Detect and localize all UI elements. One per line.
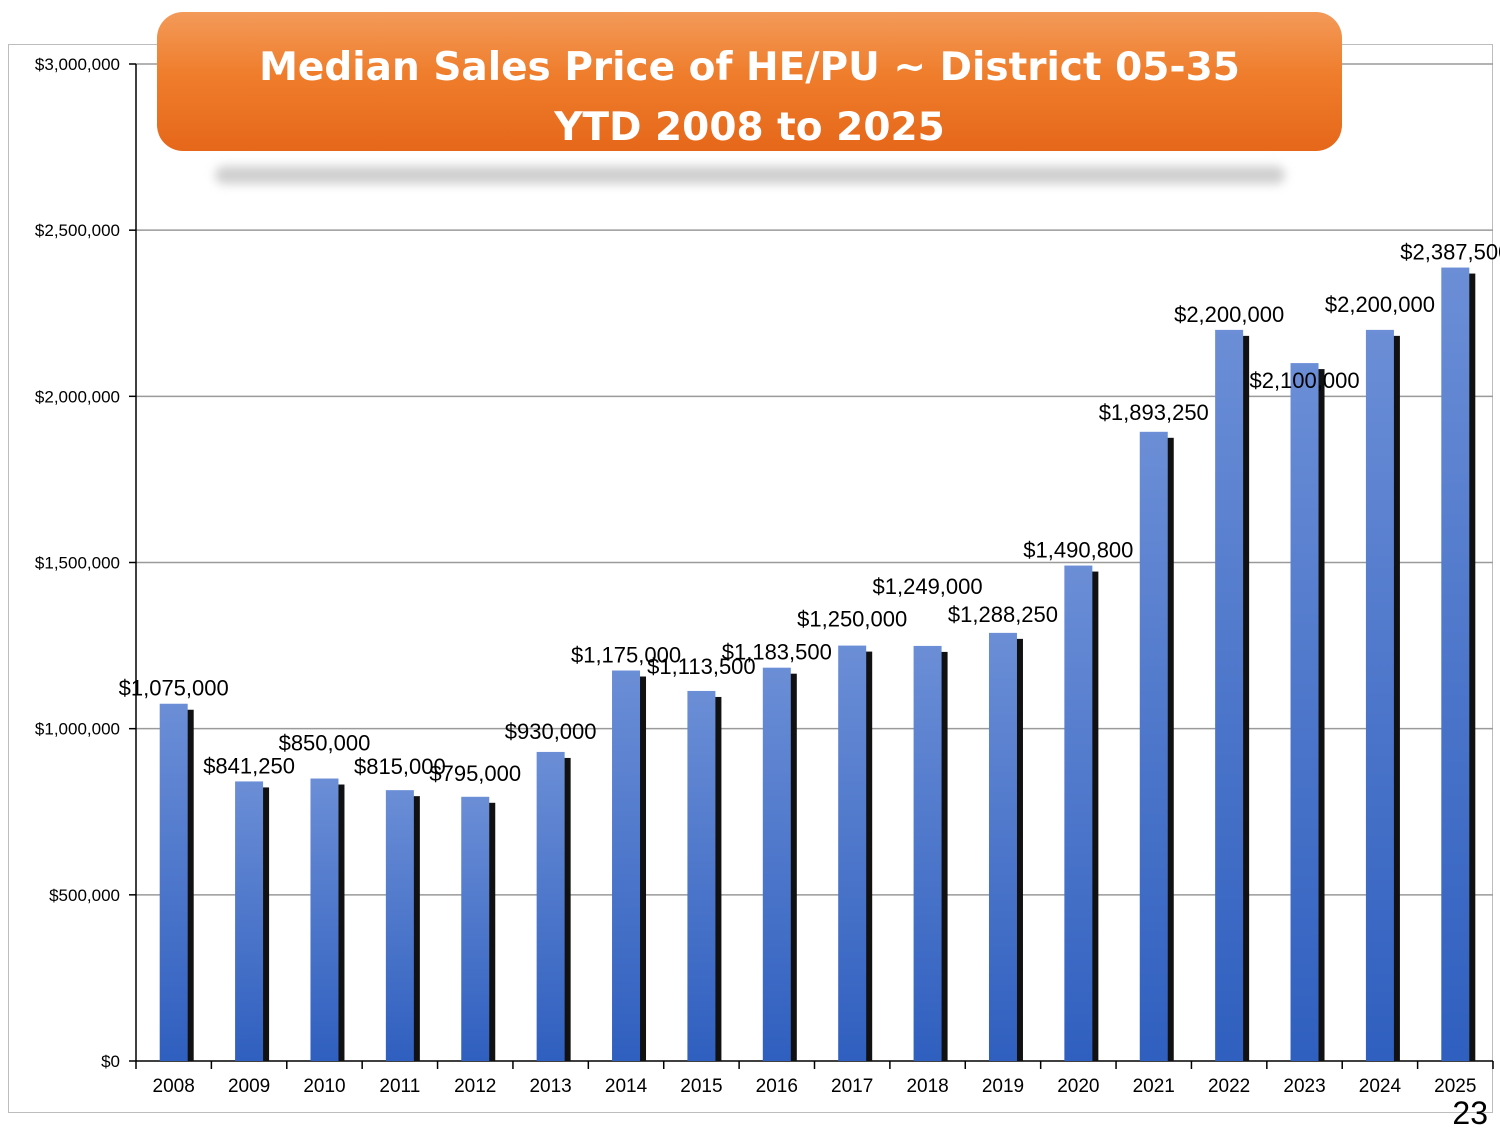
y-tick-label: $3,000,000 (35, 55, 120, 74)
y-tick-label: $0 (101, 1052, 120, 1071)
bar (1139, 431, 1168, 1061)
y-tick-label: $1,500,000 (35, 554, 120, 573)
data-label: $1,490,800 (1023, 538, 1133, 563)
data-label: $1,113,500 (647, 654, 755, 679)
x-tick-label: 2015 (680, 1076, 722, 1097)
x-tick-label: 2009 (228, 1076, 270, 1097)
title-shadow (215, 166, 1285, 184)
data-label: $2,100,000 (1249, 368, 1359, 393)
data-label: $2,200,000 (1174, 302, 1284, 327)
x-tick-label: 2012 (454, 1076, 496, 1097)
x-tick-label: 2014 (605, 1076, 648, 1097)
bar (310, 778, 339, 1061)
bar (988, 632, 1017, 1061)
data-label: $1,183,500 (722, 640, 832, 665)
y-tick-label: $2,500,000 (35, 221, 120, 240)
data-label: $2,387,500 (1400, 240, 1500, 265)
x-tick-label: 2019 (982, 1076, 1024, 1097)
data-label: $930,000 (505, 719, 597, 744)
bar (385, 790, 414, 1061)
page-number: 23 (1452, 1095, 1488, 1131)
title-line-1: Median Sales Price of HE/PU ~ District 0… (259, 45, 1240, 90)
y-tick-label: $1,000,000 (35, 720, 120, 739)
bar (159, 703, 188, 1061)
y-tick-label: $500,000 (49, 886, 120, 905)
data-label: $1,288,250 (948, 602, 1058, 627)
title-banner: Median Sales Price of HE/PU ~ District 0… (157, 12, 1342, 151)
bar (461, 796, 490, 1061)
x-tick-label: 2017 (831, 1076, 873, 1097)
bar (1064, 565, 1093, 1061)
x-tick-label: 2024 (1359, 1076, 1402, 1097)
x-tick-label: 2010 (303, 1076, 345, 1097)
bar (687, 690, 716, 1061)
x-tick-label: 2020 (1057, 1076, 1099, 1097)
data-label: $815,000 (354, 754, 446, 779)
bar (1365, 329, 1394, 1061)
x-tick-label: 2025 (1434, 1076, 1476, 1097)
data-label: $850,000 (279, 731, 371, 756)
x-tick-label: 2016 (756, 1076, 798, 1097)
data-label: $1,175,000 (571, 643, 681, 668)
data-label: $1,893,250 (1099, 400, 1209, 425)
data-label: $795,000 (429, 761, 521, 786)
x-tick-label: 2022 (1208, 1076, 1250, 1097)
bar (762, 667, 791, 1061)
bar (235, 781, 264, 1061)
data-label: $1,249,000 (873, 574, 983, 599)
data-label: $2,200,000 (1325, 292, 1435, 317)
bar (1441, 267, 1470, 1061)
x-tick-label: 2011 (379, 1076, 420, 1097)
x-tick-label: 2018 (906, 1076, 948, 1097)
bar (1290, 363, 1319, 1062)
bar (1215, 329, 1244, 1061)
bar (612, 670, 641, 1061)
data-label: $841,250 (203, 753, 295, 778)
x-tick-label: 2021 (1133, 1076, 1175, 1097)
title-line-2: YTD 2008 to 2025 (554, 105, 945, 150)
bar (913, 645, 942, 1061)
data-label: $1,250,000 (797, 607, 907, 632)
y-tick-label: $2,000,000 (35, 387, 120, 406)
bar (536, 751, 565, 1061)
x-tick-label: 2013 (529, 1076, 571, 1097)
data-label: $1,075,000 (119, 676, 229, 701)
bar (838, 645, 867, 1061)
x-tick-label: 2008 (153, 1076, 195, 1097)
x-tick-label: 2023 (1283, 1076, 1325, 1097)
